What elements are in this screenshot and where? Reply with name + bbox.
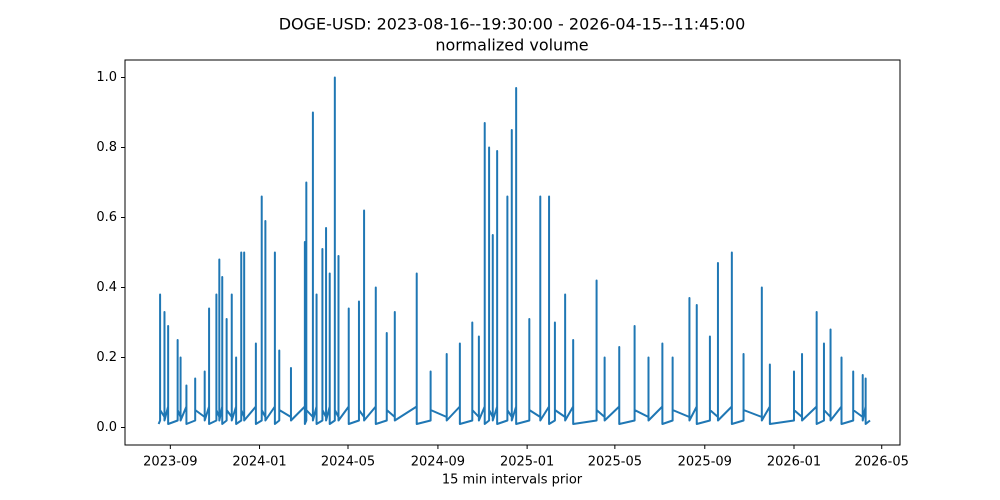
x-tick-label: 2024-01 [232,455,286,470]
x-tick-label: 2024-05 [321,455,375,470]
x-tick-label: 2025-09 [678,455,732,470]
x-tick-label: 2026-05 [855,455,909,470]
y-tick-label: 0.4 [96,280,117,295]
chart-subtitle: normalized volume [435,36,588,55]
y-tick-label: 0.0 [96,420,117,435]
x-tick-label: 2025-05 [588,455,642,470]
x-tick-label: 2025-01 [500,455,554,470]
plot-area [157,76,871,425]
x-tick-label: 2024-09 [411,455,465,470]
plot-frame [124,59,901,446]
x-axis-label: 15 min intervals prior [442,473,583,488]
y-tick-label: 1.0 [96,70,117,85]
y-tick-label: 0.2 [96,350,117,365]
y-tick-label: 0.6 [96,210,117,225]
x-tick-label: 2023-09 [143,455,197,470]
volume-line [157,76,871,425]
chart-title: DOGE-USD: 2023-08-16--19:30:00 - 2026-04… [279,15,746,34]
x-tick-label: 2026-01 [767,455,821,470]
y-tick-label: 0.8 [96,140,117,155]
